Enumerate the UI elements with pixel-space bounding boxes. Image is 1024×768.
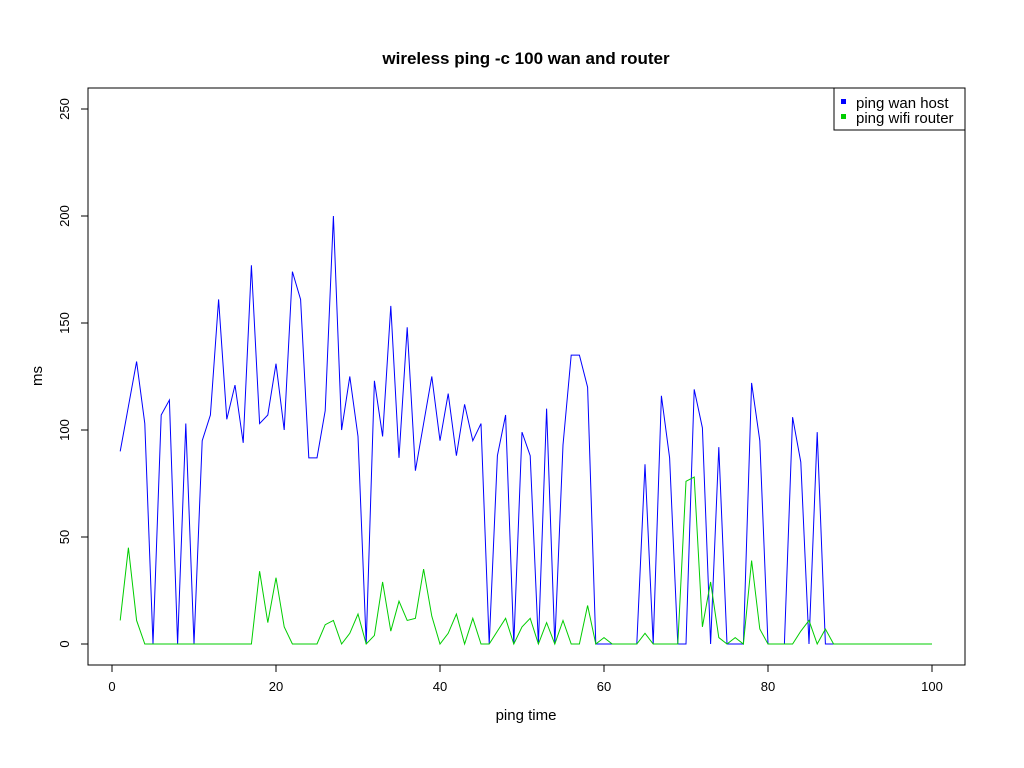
x-axis: 0 20 40 60 80 100 [108,664,943,694]
y-tick-label: 200 [57,205,72,227]
chart-title: wireless ping -c 100 wan and router [381,49,670,68]
legend-swatch-wan [841,99,846,104]
x-tick-label: 0 [108,679,115,694]
y-tick-label: 100 [57,419,72,441]
y-axis: 0 50 100 150 200 250 [57,98,89,648]
series-line-wifi-router [119,476,932,646]
y-tick-label: 50 [57,530,72,544]
y-tick-label: 0 [57,640,72,647]
legend-swatch-wifi [841,114,846,119]
x-tick-label: 60 [597,679,611,694]
legend-box [833,87,966,131]
x-tick-label: 40 [433,679,447,694]
x-axis-label: ping time [496,707,557,724]
legend-label-wifi: ping wifi router [856,110,954,127]
y-tick-label: 250 [57,98,72,120]
x-tick-label: 100 [921,679,943,694]
x-tick-label: 20 [269,679,283,694]
legend-label-wan: ping wan host [856,95,949,112]
legend: ping wan host ping wifi router [833,87,966,131]
series-layer [119,215,932,646]
plot-frame [87,87,966,666]
series-line-wan-host [119,215,932,645]
y-tick-label: 150 [57,312,72,334]
y-axis-label: ms [29,366,46,386]
x-tick-label: 80 [761,679,775,694]
